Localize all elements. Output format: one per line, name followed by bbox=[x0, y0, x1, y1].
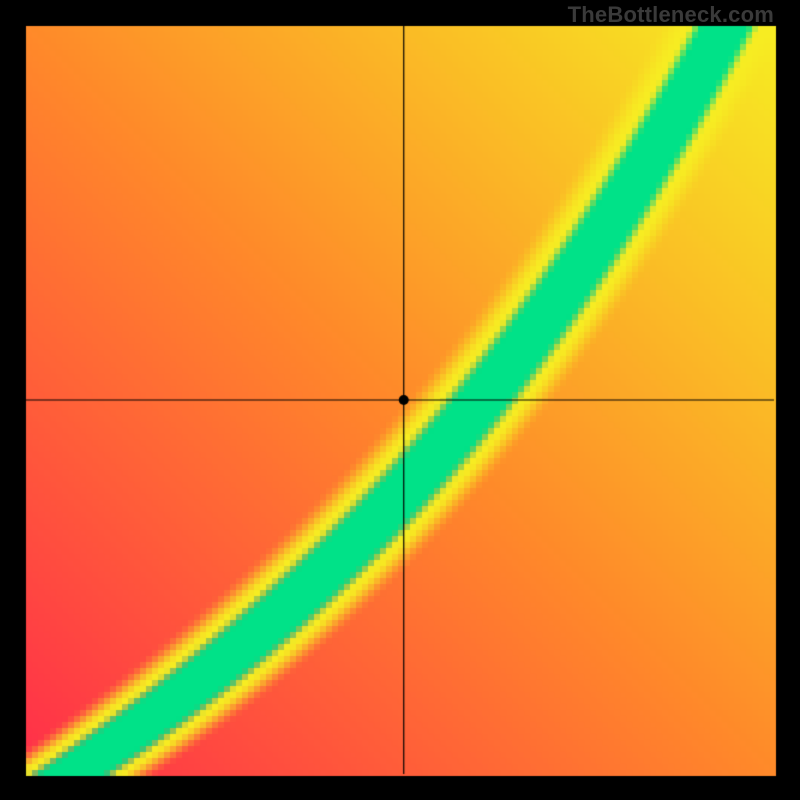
watermark-label: TheBottleneck.com bbox=[568, 2, 774, 28]
chart-frame: TheBottleneck.com bbox=[0, 0, 800, 800]
bottleneck-heatmap bbox=[0, 0, 800, 800]
